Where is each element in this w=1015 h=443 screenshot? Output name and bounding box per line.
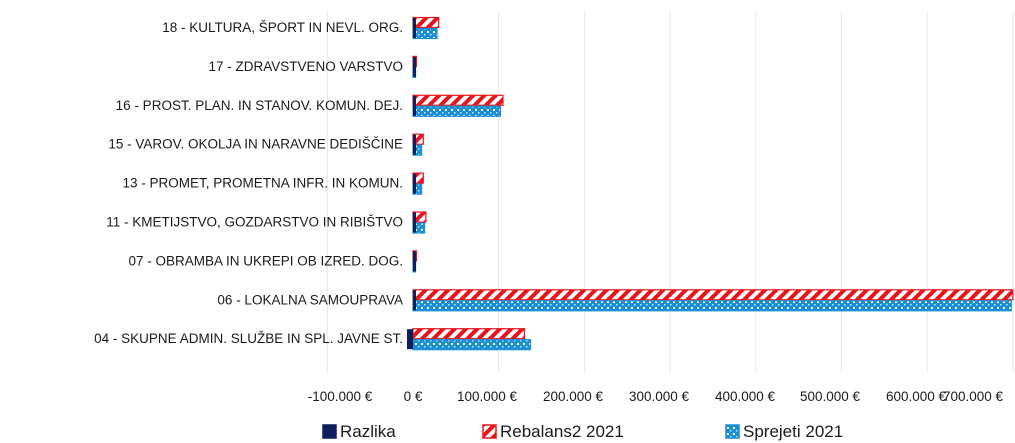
legend-item: Razlika [322,422,396,441]
legend: Razlika Rebalans2 2021 Sprejeti 2021 [322,422,843,441]
legend-label: Rebalans2 2021 [500,422,624,441]
x-tick-label: 400.000 € [715,389,776,404]
category-label: 18 - KULTURA, ŠPORT IN NEVL. ORG. [162,20,403,35]
bar-razlika [413,212,416,233]
legend-swatch [725,424,740,439]
legend-swatch [322,424,337,439]
category-label: 11 - KMETIJSTVO, GOZDARSTVO IN RIBIŠTVO [106,215,403,230]
bar-razlika [413,290,416,311]
x-tick-label: 200.000 € [543,389,604,404]
category-label: 15 - VAROV. OKOLJA IN NARAVNE DEDIŠČINE [108,137,403,152]
bars [407,16,1014,351]
bar-razlika [413,134,416,155]
category-label: 07 - OBRAMBA IN UKREPI OB IZRED. DOG. [128,253,403,268]
legend-label: Razlika [340,422,396,441]
bar-sprejeti-2021 [412,27,438,40]
bar-razlika [413,56,416,77]
bar-razlika [413,95,416,116]
legend-swatch [482,424,497,439]
gridlines [326,12,1014,372]
x-tick-label: 600.000 € [886,389,947,404]
category-label: 06 - LOKALNA SAMOUPRAVA [217,292,403,307]
legend-item: Rebalans2 2021 [482,422,624,441]
bar-rebalans2-2021 [412,94,504,106]
bar-razlika [413,173,416,194]
x-tick-label: 300.000 € [629,389,690,404]
bar-razlika [413,251,416,272]
category-label: 13 - PROMET, PROMETNA INFR. IN KOMUN. [122,176,403,191]
bar-razlika [407,329,413,350]
x-tick-label: 500.000 € [800,389,861,404]
bar-sprejeti-2021 [412,300,1012,312]
category-labels: 18 - KULTURA, ŠPORT IN NEVL. ORG. 17 - ZD… [94,20,403,346]
x-tick-label: -100.000 € [308,389,373,404]
bar-sprejeti-2021 [412,105,502,117]
legend-item: Sprejeti 2021 [725,422,843,441]
x-tick-label: 0 € [404,389,423,404]
category-label: 04 - SKUPNE ADMIN. SLUŽBE IN SPL. JAVNE … [94,331,403,346]
x-tick-label: 100.000 € [457,389,518,404]
category-label: 17 - ZDRAVSTVENO VARSTVO [208,59,403,74]
bar-sprejeti-2021 [412,339,532,351]
x-tick-label: 700.000 € [943,389,1004,404]
bar-rebalans2-2021 [412,289,1014,301]
bar-rebalans2-2021 [412,328,526,340]
bar-razlika [413,18,416,38]
category-label: 16 - PROST. PLAN. IN STANOV. KOMUN. DEJ. [116,98,403,113]
x-axis-tick-labels: -100.000 € 0 € 100.000 € 200.000 € 300.000 €… [308,389,1004,404]
bar-rebalans2-2021 [412,16,440,29]
legend-label: Sprejeti 2021 [743,422,843,441]
